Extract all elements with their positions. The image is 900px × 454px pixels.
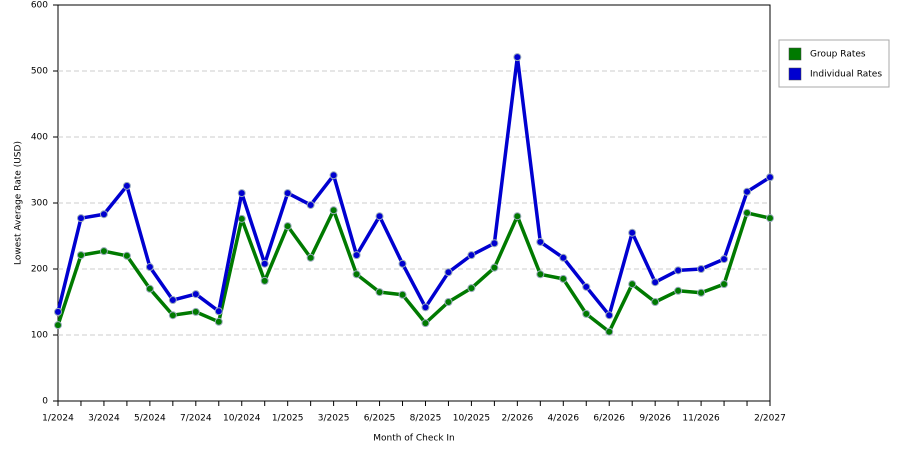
data-point	[54, 321, 62, 330]
x-tick-label: 6/2025	[364, 414, 396, 424]
x-tick-label: 4/2026	[547, 414, 579, 424]
data-point	[76, 251, 85, 260]
data-point	[306, 200, 315, 209]
data-point	[559, 274, 568, 283]
legend-swatch	[788, 67, 802, 81]
data-point	[122, 251, 131, 260]
x-tick-label: 8/2025	[410, 414, 442, 424]
x-tick-label: 11/2026	[682, 414, 720, 424]
y-axis-label: Lowest Average Rate (USD)	[14, 141, 24, 265]
legend-label: Individual Rates	[810, 70, 882, 80]
x-tick-label: 1/2025	[272, 414, 304, 424]
data-point	[214, 307, 223, 316]
x-tick-label: 7/2024	[180, 414, 212, 424]
data-point	[444, 268, 453, 277]
data-point	[191, 290, 200, 299]
data-point	[605, 327, 614, 336]
data-point	[329, 171, 338, 180]
data-point	[76, 214, 85, 223]
x-tick-label: 6/2026	[593, 414, 625, 424]
data-point	[513, 212, 522, 221]
data-point	[628, 228, 637, 237]
data-point	[145, 263, 154, 272]
data-point	[260, 259, 269, 268]
y-tick-label: 200	[31, 265, 48, 275]
data-point	[720, 280, 729, 289]
data-point	[628, 280, 637, 289]
data-point	[168, 311, 177, 320]
data-point	[145, 284, 154, 293]
y-tick-label: 400	[31, 133, 48, 143]
data-point	[605, 311, 614, 320]
data-point	[559, 253, 568, 262]
data-point	[283, 189, 292, 198]
x-tick-label: 1/2024	[42, 414, 74, 424]
data-point	[99, 247, 108, 256]
data-point	[490, 239, 499, 248]
data-point	[766, 173, 774, 182]
data-point	[375, 212, 384, 221]
data-point	[651, 278, 660, 287]
data-point	[168, 296, 177, 305]
data-point	[743, 187, 752, 196]
x-tick-label: 3/2025	[318, 414, 350, 424]
data-point	[421, 319, 430, 328]
data-point	[444, 298, 453, 306]
data-point	[674, 266, 683, 275]
data-point	[697, 265, 706, 273]
data-point	[122, 181, 131, 190]
legend-swatch	[788, 47, 802, 61]
x-tick-label: 10/2025	[453, 414, 490, 424]
data-point	[536, 237, 545, 246]
x-tick-label: 2/2026	[502, 414, 534, 424]
x-axis-label: Month of Check In	[373, 434, 455, 444]
data-point	[260, 276, 269, 285]
data-point	[766, 214, 774, 223]
data-point	[582, 309, 591, 318]
x-tick-label: 3/2024	[88, 414, 120, 424]
data-point	[697, 288, 706, 297]
data-point	[490, 263, 499, 272]
data-point	[191, 307, 200, 316]
x-tick-label: 9/2026	[639, 414, 671, 424]
y-tick-label: 0	[42, 397, 48, 407]
data-point	[398, 259, 407, 268]
y-tick-label: 100	[31, 331, 48, 341]
y-tick-label: 300	[31, 199, 48, 209]
data-point	[720, 255, 729, 264]
data-point	[237, 214, 246, 223]
data-point	[283, 222, 292, 231]
data-point	[743, 208, 752, 217]
data-point	[467, 251, 476, 260]
y-tick-label: 600	[31, 1, 48, 11]
x-tick-label: 10/2024	[223, 414, 261, 424]
data-point	[99, 210, 108, 219]
data-point	[582, 282, 591, 291]
x-tick-label: 5/2024	[134, 414, 166, 424]
data-point	[352, 251, 361, 260]
data-point	[214, 317, 223, 326]
data-point	[54, 307, 62, 316]
data-point	[329, 206, 338, 215]
data-point	[306, 253, 315, 262]
data-point	[467, 284, 476, 293]
x-tick-label: 2/2027	[754, 414, 786, 424]
data-point	[237, 189, 246, 198]
data-point	[536, 270, 545, 279]
data-point	[352, 270, 361, 279]
y-tick-label: 500	[31, 67, 48, 77]
data-point	[421, 303, 430, 312]
data-point	[398, 290, 407, 299]
data-point	[513, 53, 522, 62]
data-point	[651, 298, 660, 306]
data-point	[674, 286, 683, 295]
legend-label: Group Rates	[810, 50, 866, 60]
data-point	[375, 288, 384, 297]
